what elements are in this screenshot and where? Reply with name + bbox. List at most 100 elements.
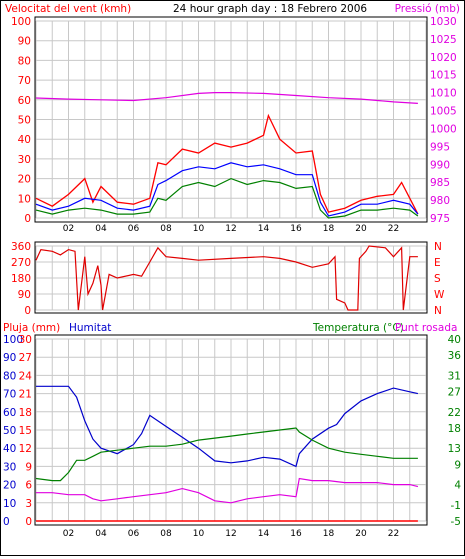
dewpoint-axis-label: Punt rosada [395, 322, 457, 334]
x-tick-label: 14 [258, 529, 270, 539]
x-tick-label: 04 [95, 224, 107, 234]
temperature-y-tick-label: 31 [448, 370, 461, 382]
temperature-y-tick-label: 27 [448, 387, 461, 399]
rain-y-tick-label: 3 [25, 498, 32, 510]
humidity-y-tick-label: 80 [3, 370, 16, 382]
wind-series-avg [35, 162, 419, 217]
wind-y-tick-label: 40 [18, 134, 31, 146]
x-tick-label: 20 [355, 529, 367, 539]
humidity-y-tick-label: 70 [3, 389, 16, 401]
x-tick-label: 10 [193, 529, 205, 539]
x-tick-label: 08 [160, 529, 172, 539]
climate-series-dewpoint [36, 477, 419, 504]
humidity-y-tick-label: 10 [3, 498, 16, 510]
pressure-y-tick-label: 990 [430, 159, 450, 171]
humidity-y-tick-label: 0 [3, 516, 10, 528]
direction-y-tick-label: 180 [11, 273, 31, 285]
x-tick-label: 02 [63, 529, 74, 539]
humidity-y-tick-label: 40 [3, 443, 16, 455]
direction-y-tick-label: 0 [24, 305, 31, 317]
pressure-y-tick-label: 980 [430, 195, 450, 207]
wind-y-tick-label: 80 [18, 55, 31, 67]
humidity-axis-label: Humitat [69, 322, 111, 334]
wind-series-gust [35, 113, 419, 215]
x-tick-label: 02 [63, 224, 74, 234]
pressure-y-tick-label: 1020 [430, 52, 457, 64]
compass-label: W [434, 289, 445, 301]
rain-y-tick-label: 6 [25, 480, 32, 492]
compass-label: S [434, 273, 441, 285]
rain-axis-label: Pluja (mm) [3, 322, 60, 334]
pressure-y-tick-label: 985 [430, 177, 450, 189]
direction-series [35, 245, 418, 311]
rain-y-tick-label: 21 [19, 389, 32, 401]
pressure-y-tick-label: 1015 [430, 70, 457, 82]
rain-y-tick-label: 0 [25, 516, 32, 528]
rain-y-tick-label: 24 [19, 370, 33, 382]
temperature-y-tick-label: 13 [448, 443, 461, 455]
wind-y-tick-label: 50 [18, 115, 31, 127]
temperature-y-tick-label: 18 [448, 423, 461, 435]
temperature-y-tick-label: -1 [451, 500, 461, 512]
x-tick-label: 06 [128, 224, 140, 234]
compass-label: N [434, 241, 442, 253]
x-tick-label: 12 [225, 224, 236, 234]
climate-series-humidity [36, 385, 419, 468]
temperature-y-tick-label: 4 [454, 480, 461, 492]
wind-y-tick-label: 0 [24, 213, 31, 225]
direction-y-tick-label: 360 [11, 241, 31, 253]
rain-y-tick-label: 12 [19, 443, 32, 455]
pressure-y-tick-label: 1025 [430, 34, 457, 46]
wind-y-tick-label: 100 [11, 16, 31, 28]
pressure-y-tick-label: 1000 [430, 123, 457, 135]
chart-title: 24 hour graph day : 18 Febrero 2006 [173, 3, 367, 15]
temperature-y-tick-label: -5 [451, 516, 461, 528]
x-tick-label: 08 [160, 224, 172, 234]
climate-series-temperature [35, 427, 418, 482]
humidity-y-tick-label: 30 [3, 461, 16, 473]
pressure-y-tick-label: 1010 [430, 88, 457, 100]
wind-series-pressure [35, 91, 418, 104]
x-tick-label: 14 [258, 224, 270, 234]
x-tick-label: 16 [290, 224, 302, 234]
wind-axis-label: Velocitat del vent (kmh) [5, 3, 131, 15]
direction-plot: 0 N 90 W 180 S 270 E 360 N [11, 241, 445, 317]
humidity-y-tick-label: 100 [3, 334, 23, 346]
rain-y-tick-label: 18 [19, 407, 32, 419]
direction-y-tick-label: 270 [11, 257, 31, 269]
wind-y-tick-label: 60 [18, 95, 31, 107]
x-tick-label: 06 [128, 529, 140, 539]
wind-y-tick-label: 90 [18, 36, 31, 48]
pressure-y-tick-label: 975 [430, 213, 450, 225]
x-tick-label: 22 [388, 224, 399, 234]
rain-y-tick-label: 15 [19, 425, 32, 437]
wind-plot: 0102030405060708090100975980985990995100… [11, 16, 457, 234]
compass-label: N [434, 305, 442, 317]
x-tick-label: 22 [388, 529, 399, 539]
rain-y-tick-label: 27 [19, 352, 32, 364]
x-tick-label: 18 [323, 529, 335, 539]
direction-y-tick-label: 90 [18, 289, 31, 301]
x-tick-label: 20 [355, 224, 367, 234]
wind-y-tick-label: 10 [18, 193, 31, 205]
pressure-y-tick-label: 1005 [430, 106, 457, 118]
humidity-y-tick-label: 90 [3, 352, 16, 364]
x-tick-label: 16 [290, 529, 302, 539]
pressure-axis-label: Pressió (mb) [395, 3, 460, 15]
wind-y-tick-label: 70 [18, 75, 31, 87]
wind-y-tick-label: 30 [18, 154, 31, 166]
rain-y-tick-label: 30 [19, 334, 32, 346]
temperature-y-tick-label: 22 [448, 407, 461, 419]
rain-y-tick-label: 9 [25, 461, 32, 473]
pressure-y-tick-label: 995 [430, 141, 450, 153]
temperature-y-tick-label: 36 [448, 350, 462, 362]
wind-y-tick-label: 20 [18, 174, 31, 186]
pressure-y-tick-label: 1030 [430, 16, 457, 28]
temperature-y-tick-label: 40 [448, 334, 461, 346]
compass-label: E [434, 257, 441, 269]
x-tick-label: 18 [323, 224, 335, 234]
x-tick-label: 04 [95, 529, 107, 539]
